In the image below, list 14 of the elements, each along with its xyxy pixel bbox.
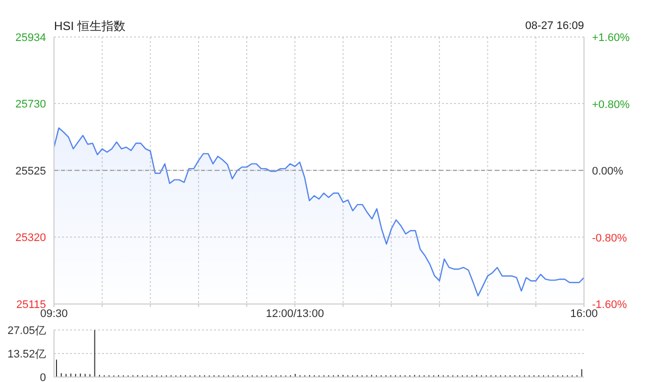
chart-title: HSI 恒生指数 (54, 18, 126, 35)
y-tick-label: 0 (40, 372, 46, 382)
y-tick-label: 25525 (15, 165, 46, 178)
text: 08-27 16:09 (525, 20, 584, 32)
y2-tick-label: +1.60% (592, 32, 630, 44)
y-tick-label: 25320 (15, 232, 46, 244)
y-tick-label: 13.52亿 (7, 348, 46, 360)
y2-tick-label: 0.00% (592, 166, 624, 178)
y2-tick-label: -0.80% (592, 232, 628, 244)
y-tick-label: 25934 (15, 32, 46, 44)
y2-tick-label: +0.80% (592, 98, 630, 111)
x-tick-label: 12:00/13:00 (266, 308, 324, 320)
y-tick-label: 25730 (15, 98, 46, 111)
y-tick-label: 27.05亿 (7, 324, 46, 337)
